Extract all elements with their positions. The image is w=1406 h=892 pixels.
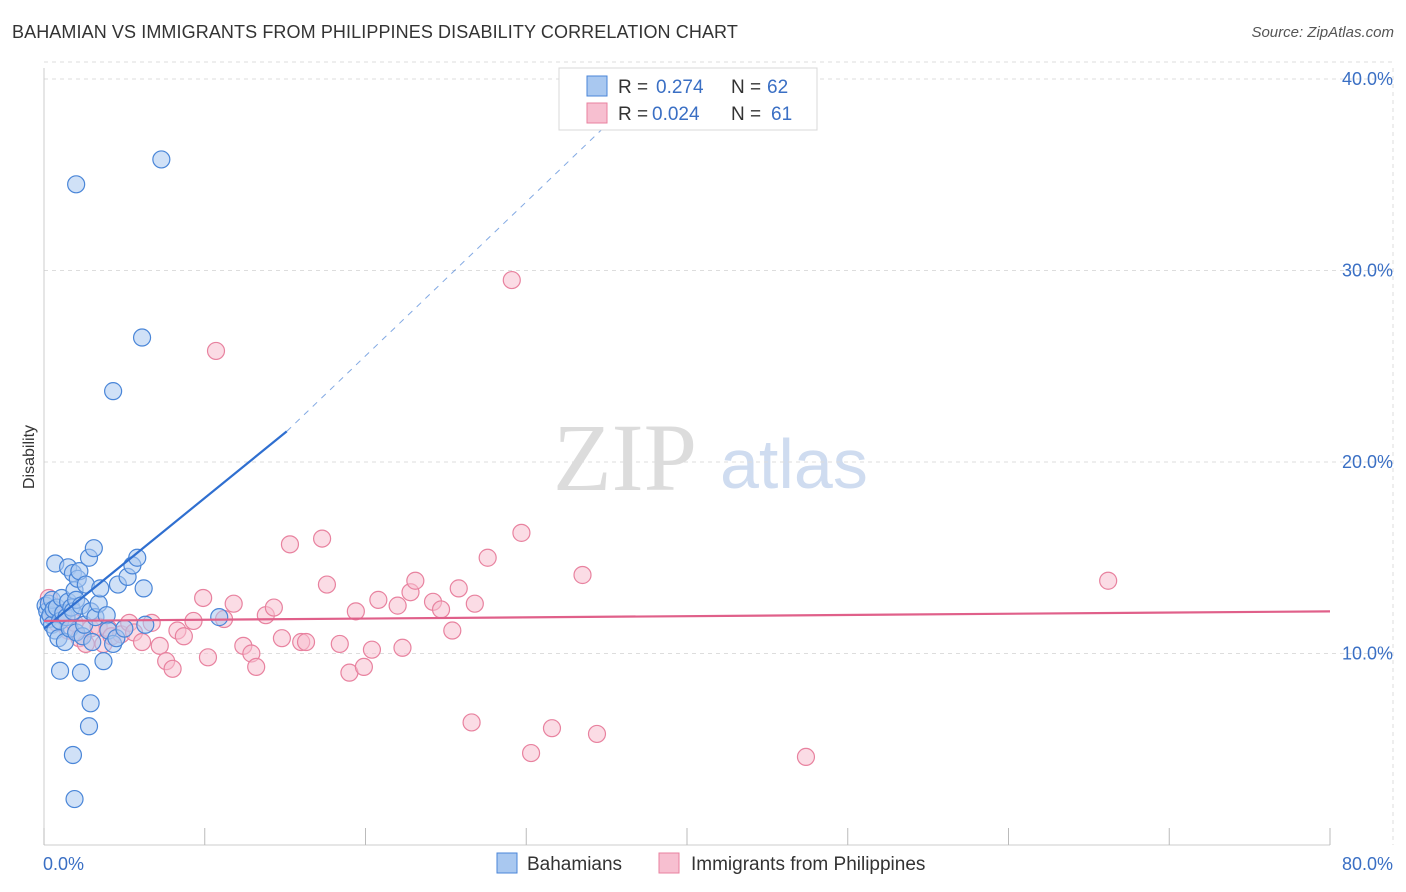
legend-bottom-label-philippines: Immigrants from Philippines (691, 854, 925, 875)
philippines-point (521, 743, 541, 763)
bahamians-point (65, 789, 84, 809)
philippines-point (388, 596, 407, 615)
x-tick-label-min: 0.0% (43, 854, 84, 874)
series-philippines-points (39, 270, 1118, 767)
philippines-point (542, 719, 562, 738)
bahamians-point (132, 328, 152, 347)
legend-bottom-swatch-philippines (658, 852, 680, 874)
philippines-point (443, 621, 462, 640)
philippines-point (272, 629, 292, 648)
philippines-point (431, 600, 451, 619)
legend-n-label-1: N = (731, 77, 761, 98)
philippines-point (247, 657, 266, 677)
legend-r-value-2: 0.024 (652, 104, 700, 125)
gridlines (44, 61, 1394, 845)
philippines-point (449, 579, 468, 598)
philippines-point (369, 590, 388, 609)
bahamians-point (128, 548, 147, 567)
legend-n-value-1: 62 (767, 77, 788, 98)
philippines-point (502, 270, 521, 290)
philippines-point (587, 724, 607, 744)
trend-lines (43, 69, 1331, 630)
legend-bottom-swatch-bahamians (496, 852, 518, 874)
bahamians-point (71, 663, 91, 682)
source-label: Source: ZipAtlas.com (1251, 24, 1394, 41)
philippines-point (198, 648, 218, 667)
bahamians-point (210, 608, 229, 627)
philippines-point (1099, 571, 1118, 590)
philippines-point (393, 638, 412, 657)
philippines-point (206, 341, 226, 361)
y-axis-title: Disability (21, 425, 38, 489)
philippines-point (150, 636, 169, 655)
philippines-point (346, 602, 365, 621)
bahamians-point (134, 579, 153, 598)
bahamians-point (67, 175, 86, 194)
x-axis-ticks (43, 828, 1331, 845)
bahamians-point (104, 382, 123, 401)
legend-swatch-bahamians (586, 75, 608, 97)
y-tick-label-40: 40.0% (1342, 69, 1393, 89)
bahamians-point (94, 652, 113, 671)
y-axis-tick-labels: 10.0% 20.0% 30.0% 40.0% (1342, 69, 1393, 664)
legend-bottom-label-bahamians: Bahamians (527, 854, 622, 875)
y-tick-label-10: 10.0% (1342, 644, 1393, 664)
philippines-point (317, 575, 337, 594)
legend-n-label-2: N = (731, 104, 761, 125)
bahamians-point (152, 150, 171, 169)
philippines-point (512, 523, 531, 542)
legend-swatch-philippines (586, 102, 608, 124)
y-tick-label-30: 30.0% (1342, 261, 1393, 281)
bahamians-point (83, 632, 102, 652)
philippines-point (194, 588, 213, 608)
bahamians-point (50, 661, 70, 680)
series-legend: Bahamians Immigrants from Philippines (496, 852, 925, 875)
philippines-point (362, 640, 382, 659)
philippines-point (174, 627, 193, 646)
y-tick-label-20: 20.0% (1342, 452, 1393, 472)
philippines-point (224, 594, 243, 613)
bahamians-point (84, 539, 103, 558)
watermark-zip: ZIP (553, 404, 697, 511)
philippines-point (478, 548, 497, 567)
bahamians-trend-line (43, 430, 288, 630)
philippines-point (330, 634, 349, 654)
philippines-point (573, 565, 592, 585)
series-bahamians-points (36, 150, 229, 809)
philippines-point (264, 598, 283, 617)
bahamians-point (136, 615, 155, 634)
philippines-point (132, 632, 152, 652)
philippines-point (163, 659, 182, 678)
bahamians-point (81, 694, 100, 713)
x-tick-label-max: 80.0% (1342, 854, 1393, 874)
bahamians-point (79, 717, 99, 736)
watermark-atlas: atlas (720, 425, 868, 503)
philippines-point (796, 747, 816, 767)
chart-title: BAHAMIAN VS IMMIGRANTS FROM PHILIPPINES … (12, 22, 738, 42)
legend-r-label-1: R = (618, 77, 648, 98)
philippines-point (465, 594, 484, 613)
philippines-point (280, 535, 300, 554)
bahamians-point (115, 619, 134, 638)
philippines-trend-line (43, 610, 1331, 623)
philippines-point (462, 713, 481, 732)
philippines-point (312, 529, 332, 548)
philippines-point (296, 632, 316, 652)
legend-n-value-2: 61 (771, 104, 792, 125)
correlation-legend: R = 0.274 N = 62 R = 0.024 N = 61 (558, 67, 818, 131)
philippines-point (406, 571, 425, 590)
bahamians-point (63, 745, 83, 765)
legend-r-label-2: R = (618, 104, 648, 125)
philippines-point (354, 657, 373, 677)
legend-r-value-1: 0.274 (656, 77, 704, 98)
